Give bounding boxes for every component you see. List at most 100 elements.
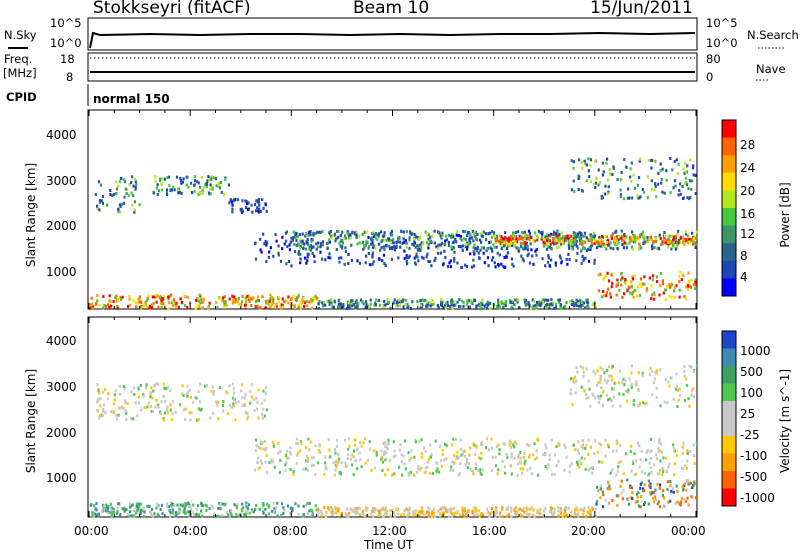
velocity-cell — [311, 456, 314, 460]
velocity-cell — [607, 365, 610, 369]
velocity-cell — [284, 463, 287, 467]
velocity-cell — [307, 457, 310, 461]
power-cell — [299, 261, 302, 265]
power-cell — [357, 234, 361, 238]
power-cell — [651, 158, 654, 162]
power-cell — [207, 306, 210, 310]
velocity-cell — [643, 489, 646, 493]
power-cell — [120, 202, 123, 206]
power-cell — [654, 235, 657, 239]
power-cell — [447, 243, 451, 247]
power-cell — [287, 260, 291, 263]
velocity-cell — [519, 456, 522, 460]
power-cell — [521, 237, 524, 241]
velocity-cell — [398, 448, 401, 452]
power-cell — [497, 298, 500, 302]
velocity-cell — [506, 456, 509, 460]
power-cell — [540, 237, 543, 241]
power-cell — [426, 252, 429, 256]
power-cell — [170, 188, 173, 192]
velocity-cell — [632, 462, 635, 466]
velocity-cell — [232, 387, 235, 391]
power-cell — [293, 304, 296, 308]
power-cell — [402, 305, 405, 309]
power-cell — [579, 235, 582, 239]
power-cell — [400, 230, 403, 233]
power-cell — [598, 180, 602, 184]
velocity-cell — [695, 442, 698, 446]
power-cell — [135, 182, 138, 186]
velocity-cell — [182, 408, 186, 412]
power-cell — [132, 194, 135, 198]
velocity-cell — [589, 404, 592, 408]
velocity-cell — [402, 454, 405, 458]
velocity-cell — [517, 452, 520, 456]
velocity-cell — [643, 483, 646, 487]
power-cell — [623, 158, 626, 161]
power-cell — [427, 243, 430, 246]
velocity-cell — [655, 396, 658, 399]
power-cb-tick-12: 12 — [740, 227, 756, 241]
velocity-cell — [200, 501, 203, 505]
velocity-cell — [474, 467, 478, 471]
velocity-cell — [130, 390, 133, 394]
power-cell — [678, 274, 681, 278]
power-cell — [620, 283, 623, 287]
power-cell — [107, 303, 110, 307]
velocity-cell — [263, 414, 266, 418]
power-cell — [444, 242, 447, 245]
power-cell — [382, 245, 385, 249]
power-cell — [399, 245, 402, 249]
power-cell — [340, 238, 343, 242]
velocity-cell — [617, 381, 620, 385]
power-cell — [573, 190, 576, 194]
velocity-cell — [615, 449, 618, 453]
power-cell — [628, 196, 631, 200]
velocity-cell — [379, 508, 382, 512]
velocity-cell — [685, 383, 689, 387]
velocity-cell — [273, 501, 276, 505]
power-cell — [542, 244, 546, 248]
velocity-cell — [616, 441, 619, 445]
power-cell — [679, 192, 682, 196]
power-cell — [660, 181, 663, 185]
velocity-cell — [373, 508, 376, 512]
power-cell — [97, 180, 101, 184]
power-cell — [655, 195, 658, 199]
power-cell — [268, 299, 271, 303]
velocity-cell — [545, 446, 548, 450]
power-cell — [489, 240, 492, 244]
power-cell — [393, 248, 396, 252]
power-cell — [306, 259, 309, 263]
velocity-cell — [455, 454, 459, 458]
velocity-cell — [362, 509, 365, 513]
power-cell — [617, 235, 621, 239]
velocity-cell — [575, 512, 578, 516]
velocity-cell — [601, 505, 605, 509]
power-cell — [145, 299, 148, 303]
power-cell — [590, 234, 593, 238]
power-cell — [500, 247, 503, 251]
velocity-cell — [381, 460, 384, 464]
velocity-cell — [593, 452, 596, 456]
velocity-cell — [662, 505, 665, 509]
power-cell — [155, 186, 158, 190]
power-cell — [304, 256, 307, 260]
power-cell — [420, 298, 423, 302]
velocity-cell — [92, 514, 95, 518]
power-cell — [585, 179, 588, 183]
power-cell — [321, 301, 324, 305]
power-cell — [365, 230, 368, 234]
velocity-cell — [232, 402, 235, 406]
power-cell — [94, 302, 98, 306]
power-cell — [200, 175, 203, 179]
power-cell — [497, 301, 500, 305]
power-cell — [688, 197, 691, 201]
velocity-cell — [659, 442, 662, 446]
velocity-cell — [570, 510, 573, 514]
power-cell — [521, 257, 524, 261]
power-cell — [515, 240, 518, 244]
velocity-cell — [381, 469, 384, 473]
velocity-cell — [433, 511, 436, 515]
power-cell — [209, 176, 212, 180]
